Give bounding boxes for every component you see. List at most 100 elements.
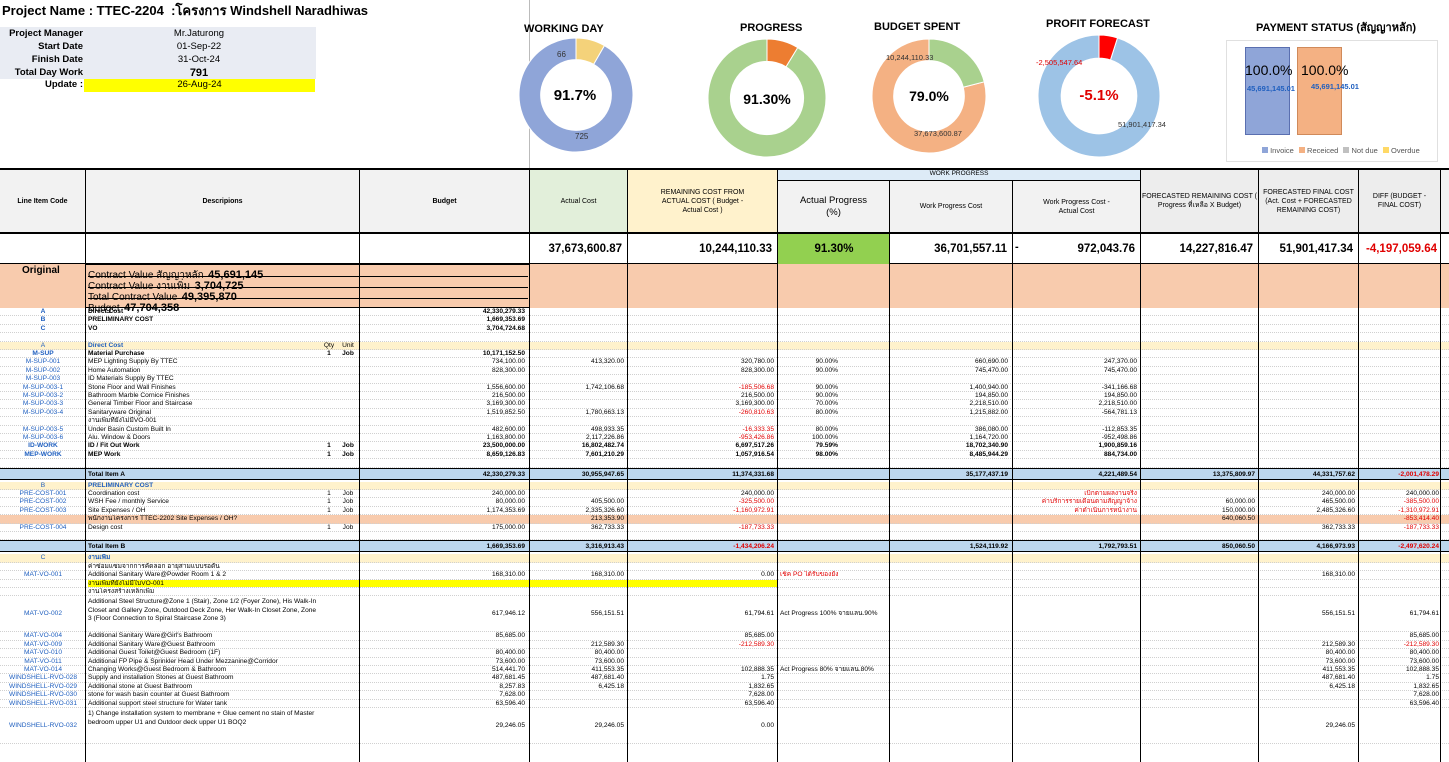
col-header-actual-cost[interactable]: Actual Cost <box>530 170 628 232</box>
cell-budget: 216,500.00 <box>491 392 525 399</box>
table-row[interactable]: C VO 3,704,724.68 <box>0 325 1449 334</box>
cell-code: A <box>40 341 46 349</box>
cell-wpcd: 247,370.00 <box>1103 358 1137 366</box>
table-row[interactable]: M-SUP-003-2 Bathroom Marble Cornice Fini… <box>0 392 1449 401</box>
table-row[interactable]: ID-WORK ID / Fit Out Work 1 Job 23,500,000.0… <box>0 442 1449 451</box>
table-row[interactable]: งานเพิ่มที่ยังไม่มีVO-001 <box>0 417 1449 426</box>
table-row[interactable] <box>0 532 1449 541</box>
payment-bar-received <box>1297 47 1342 135</box>
table-row[interactable]: C งานเพิ่ม <box>0 554 1449 563</box>
cell-budget: 63,596.40 <box>495 699 525 707</box>
table-row[interactable]: A Direct Cost 42,330,279.33 <box>0 308 1449 317</box>
table-row[interactable]: ค่าซ่อมแซมจากการคัดลอก อายุสามแบบรอดั้น <box>0 563 1449 572</box>
cell-desc: General Timber Floor and Staircase <box>88 400 193 408</box>
table-row[interactable]: M-SUP-002 Home Automation 828,300.00 828,30… <box>0 366 1449 376</box>
table-row[interactable]: M-SUP-003-5 Under Basin Custom Built In 4… <box>0 426 1449 434</box>
contract-budget-label: Budget <box>88 303 120 314</box>
table-row[interactable]: PRE-COST-003 Site Expenses / OH 1 Job 1,174,… <box>0 506 1449 516</box>
table-row[interactable] <box>0 459 1449 468</box>
col-header-budget[interactable]: Budget <box>360 170 530 232</box>
cell-desc: Changing Works@Guest Bedroom & Bathroom <box>88 666 227 673</box>
cell-ffinal: 168,310.00 <box>1321 571 1355 579</box>
cell-code: MAT-VO-004 <box>24 632 62 640</box>
cell-budget: 734,100.00 <box>491 358 525 366</box>
cell-desc: PRELIMINARY COST <box>88 316 154 324</box>
donut-segment-rest <box>928 38 985 88</box>
table-row[interactable]: B PRELIMINARY COST 1,669,353.69 <box>0 316 1449 325</box>
col-header-wpc-minus-actual[interactable]: Work Progress Cost - Actual Cost <box>1013 181 1141 232</box>
info-label: Total Day Work <box>14 67 83 78</box>
table-row[interactable] <box>0 333 1449 342</box>
cell-ffinal: 362,733.33 <box>1321 523 1355 531</box>
cell-pct: 90.00% <box>815 392 838 399</box>
cell-wpcd: 4,221,489.54 <box>1098 470 1137 478</box>
table-row[interactable]: M-SUP-001 MEP Lighting Supply By TTEC 734,… <box>0 358 1449 367</box>
col-header-remaining-cost[interactable]: REMAINING COST FROM ACTUAL COST ( Budget… <box>628 170 778 232</box>
table-row[interactable]: M-SUP-003-3 General Timber Floor and Sta… <box>0 400 1449 409</box>
cell-actual: 362,733.33 <box>590 523 624 531</box>
table-row[interactable]: B PRELIMINARY COST <box>0 481 1449 490</box>
cell-qty: 1 <box>327 506 331 514</box>
payment-amount-received: 45,691,145.01 <box>1311 82 1359 91</box>
table-row[interactable]: พนักงานโครงการ TTEC-2202 Site Expenses /… <box>0 515 1449 524</box>
donut-segment-main <box>518 37 634 153</box>
cell-desc: WSH Fee / monthly Service <box>88 498 169 506</box>
total-row[interactable]: Total Item A 42,330,279.33 30,955,947.65 11… <box>0 467 1449 480</box>
col-header-diff[interactable]: DIFF (BUDGET - FINAL COST) <box>1359 170 1441 232</box>
table-row[interactable]: M-SUP-003-4 Sanitaryware Original 1,519,8… <box>0 409 1449 418</box>
col-header-descriptions[interactable]: Descripions <box>86 170 360 232</box>
contract-total-value: 49,395,870 <box>181 291 237 303</box>
col-header-forecasted-final[interactable]: FORECASTED FINAL COST (Act. Cost + FOREC… <box>1259 170 1359 232</box>
table-row[interactable]: M-SUP-003-6 Alu. Window & Doors 1,163,800… <box>0 434 1449 443</box>
table-row[interactable]: MEP-WORK MEP Work 1 Job 8,659,126.83 7,601,21… <box>0 450 1449 460</box>
cell-wpc: 18,702,340.90 <box>965 442 1008 450</box>
contract-row-extra: Contract Value งานเพิ่ม 3,704,725 <box>88 276 528 292</box>
cell-remain: -325,500.00 <box>738 498 774 506</box>
payment-pct-invoice: 100.0% <box>1245 62 1293 78</box>
table-row[interactable]: WINDSHELL-RVO-028 Supply and installation… <box>0 674 1449 683</box>
cell-diff: 240,000.00 <box>1405 490 1439 497</box>
table-row[interactable]: MAT-VO-009 Additional Sanitary Ware@Guest… <box>0 641 1449 650</box>
cell-unit: Job <box>342 506 354 514</box>
cell-frem: 60,000.00 <box>1225 498 1255 506</box>
table-row[interactable]: WINDSHELL-RVO-031 Additional support stee… <box>0 700 1449 708</box>
col-header-forecasted-remaining[interactable]: FORECASTED REMAINING COST ( Progress ที่… <box>1141 170 1259 232</box>
table-row[interactable]: M-SUP-003-1 Stone Floor and Wall Finishe… <box>0 384 1449 392</box>
project-info-panel: Project Manager Mr.Jaturong Start Date 0… <box>0 27 316 93</box>
table-row[interactable]: MAT-VO-010 Additional Guest Toilet@Guest … <box>0 649 1449 658</box>
progress-donut <box>707 38 827 158</box>
cell-ffinal: 2,485,326.60 <box>1316 506 1355 514</box>
col-header-actual-progress[interactable]: Actual Progress (%) <box>778 181 890 232</box>
cell-actual: 405,500.00 <box>590 498 624 506</box>
table-row[interactable]: MAT-VO-001 Additional Sanitary Ware@Powde… <box>0 571 1449 580</box>
table-row[interactable]: งานเพิ่มที่ยังไม่มีใบVO-001 <box>0 579 1449 588</box>
cell-budget: 80,000.00 <box>495 498 525 506</box>
table-row[interactable]: M-SUP-003 ID Materials Supply By TTEC <box>0 375 1449 384</box>
table-row[interactable]: MAT-VO-002 Additional Steel Structure@Zon… <box>0 596 1449 633</box>
table-row[interactable]: MAT-VO-004 Additional Sanitary Ware@Girl'… <box>0 632 1449 641</box>
col-header-work-progress-cost[interactable]: Work Progress Cost <box>890 181 1013 232</box>
table-row[interactable]: M-SUP Material Purchase 1 Job 10,171,152.50 <box>0 350 1449 359</box>
cell-code: M-SUP-003-5 <box>22 425 64 433</box>
budget-spent-title: BUDGET SPENT <box>874 21 961 33</box>
cell-diff: 61,794.61 <box>1409 610 1439 618</box>
table-row[interactable]: MAT-VO-011 Additional FP Pipe & Sprinkler… <box>0 658 1449 666</box>
table-row[interactable]: A Direct Cost Qty Unit <box>0 341 1449 350</box>
table-row[interactable]: PRE-COST-004 Design cost 1 Job 175,000.00 362… <box>0 524 1449 532</box>
table-row[interactable]: WINDSHELL-RVO-030 stone for wash basin co… <box>0 691 1449 700</box>
cell-desc: Material Purchase <box>88 350 145 357</box>
table-row[interactable]: งานโครงสร้างเหล็กเพิ่ม <box>0 588 1449 597</box>
cell-remain: 6,697,517.26 <box>735 442 774 450</box>
table-row[interactable]: WINDSHELL-RVO-029 Additional stone at Gue… <box>0 683 1449 692</box>
cell-code: ID-WORK <box>28 442 58 450</box>
table-row[interactable]: PRE-COST-001 Coordination cost 1 Job 240,000… <box>0 490 1449 499</box>
total-row[interactable]: Total Item B 1,669,353.69 3,316,913.43 -1,4… <box>0 540 1449 553</box>
table-row[interactable]: PRE-COST-002 WSH Fee / monthly Service 1 Jo… <box>0 498 1449 507</box>
cell-qty: 1 <box>327 450 331 458</box>
cell-budget: 828,300.00 <box>491 366 525 374</box>
col-header-line-item-code[interactable]: Line Item Code <box>0 170 86 232</box>
cell-ffinal: 411,553.35 <box>1322 666 1355 673</box>
info-value: Mr.Jaturong <box>173 28 225 39</box>
table-row[interactable]: MAT-VO-014 Changing Works@Guest Bedroom &… <box>0 666 1449 675</box>
table-row[interactable]: WINDSHELL-RVO-032 1) Change installation … <box>0 708 1449 744</box>
